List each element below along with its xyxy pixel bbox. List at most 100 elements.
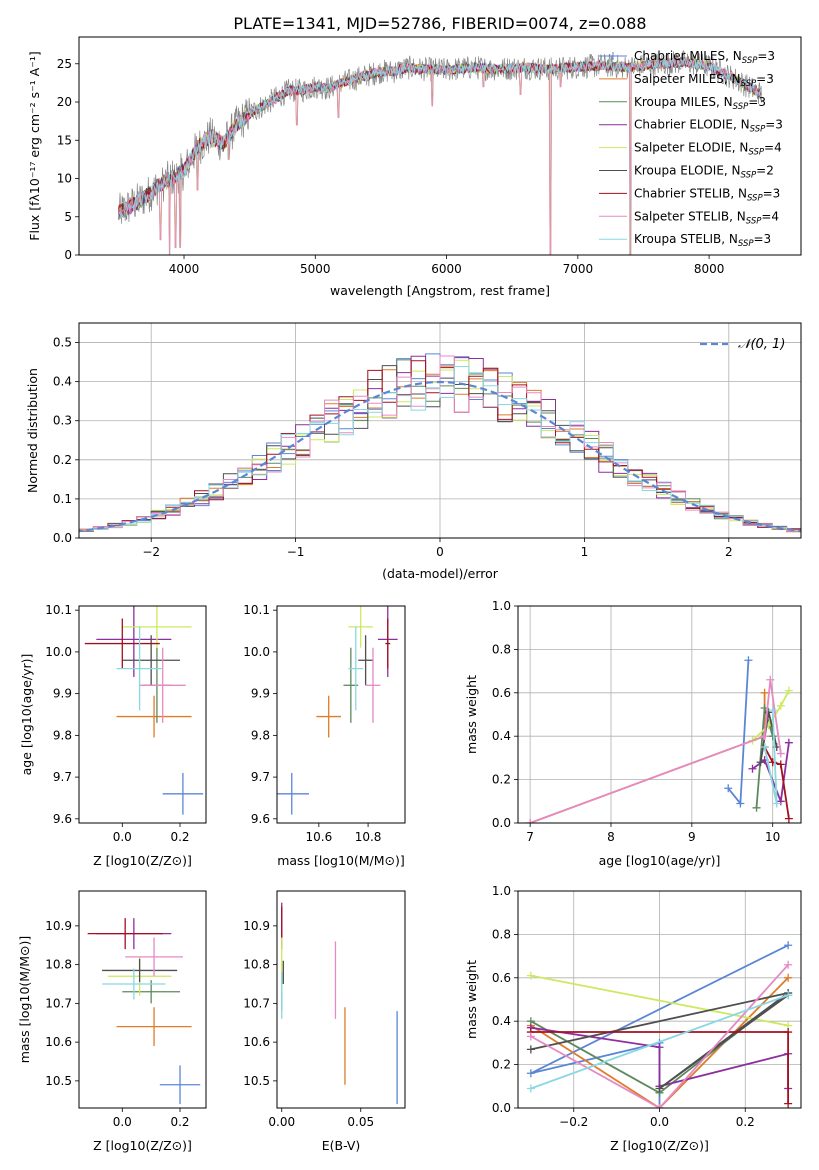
legend-text: Salpeter MILES, N [634, 72, 741, 86]
weight-marker [784, 738, 793, 747]
weight-marker [655, 1104, 664, 1108]
weight-line [751, 690, 790, 742]
x-tick-label: 1 [581, 545, 589, 559]
y-tick-label: 10.5 [243, 1074, 270, 1088]
y-tick-label: 0.6 [492, 971, 511, 985]
x-tick-label: 0.05 [347, 1115, 374, 1129]
weight-line [530, 977, 789, 1108]
x-axis-label: (data-model)/error [382, 566, 499, 581]
y-tick-label: 0.1 [53, 492, 72, 506]
legend-entry: Salpeter MILES, NSSP=3 [634, 72, 774, 89]
y-tick-label: 15 [57, 133, 72, 147]
axes-frame [78, 322, 802, 539]
x-tick-label: 10.8 [355, 830, 382, 844]
y-tick-label: 10.7 [45, 996, 72, 1010]
legend-entry: Chabrier MILES, NSSP=3 [634, 49, 775, 66]
x-axis-label: mass [log10(M/M⊙)] [277, 853, 405, 868]
x-tick-label: 7000 [563, 262, 594, 276]
weight-marker [784, 960, 793, 969]
legend-text: Kroupa MILES, N [634, 95, 733, 109]
residual-histogram-panel: −2 −1 0 1 2 0.0 0.1 0.2 0.3 0.4 0.5 (data-model)/er… [25, 322, 802, 581]
y-tick-label: 0.2 [492, 773, 511, 787]
x-tick-label: 0.0 [650, 1115, 669, 1129]
axes-frame [517, 605, 802, 824]
y-tick-label: 0.4 [492, 729, 511, 743]
weight-line [529, 679, 782, 823]
mass-weight-vs-age-panel: 7 8 9 10 0.0 0.2 0.4 0.6 0.8 1.0 age [log10(age/yr… [464, 599, 802, 868]
weight-line [530, 974, 789, 1027]
weight-marker [776, 701, 785, 710]
x-tick-label: 9 [688, 830, 696, 844]
y-tick-label: 10.5 [45, 1074, 72, 1088]
x-axis-label: age [log10(age/yr)] [599, 853, 721, 868]
x-tick-label: 0.2 [170, 1115, 189, 1129]
x-tick-label: 8 [607, 830, 615, 844]
spectrum-line [118, 57, 762, 255]
y-tick-label: 1.0 [492, 599, 511, 613]
weight-marker [526, 1069, 535, 1078]
legend-entry: Kroupa ELODIE, NSSP=2 [634, 164, 774, 181]
x-tick-label: 6000 [431, 262, 462, 276]
y-tick-label: 9.8 [53, 728, 72, 742]
mass-vs-extinction-panel: 0.00 0.05 10.5 10.6 10.7 10.8 10.9 E(B-V) [243, 890, 406, 1153]
error-bars [277, 606, 398, 815]
y-tick-label: 0.5 [53, 336, 72, 350]
legend-entry: Chabrier ELODIE, NSSP=3 [634, 118, 783, 135]
legend-tail: =3 [756, 72, 774, 86]
weight-marker [526, 1084, 535, 1093]
axes-frame [78, 605, 207, 824]
mass-vs-metallicity-panel: 0.0 0.2 10.5 10.6 10.7 10.8 10.9 Z [log10(Z/Z⊙)… [17, 890, 207, 1153]
weight-line [530, 992, 789, 1090]
legend-subscript: SSP [738, 239, 754, 249]
axes-frame [276, 605, 406, 824]
weight-marker [776, 749, 785, 758]
weight-marker [655, 1084, 664, 1093]
weight-marker [526, 819, 535, 823]
y-tick-label: 0.0 [492, 816, 511, 830]
weight-line [763, 746, 790, 819]
y-tick-label: 10.6 [243, 1035, 270, 1049]
legend-tail: =4 [764, 141, 782, 155]
y-tick-label: 10.8 [45, 958, 72, 972]
axes-frame [78, 890, 207, 1109]
y-tick-label: 0.3 [53, 414, 72, 428]
legend-text: Kroupa STELIB, N [634, 232, 738, 246]
y-tick-label: 9.7 [251, 770, 270, 784]
x-axis-label: E(B-V) [322, 1138, 361, 1153]
figure-title: PLATE=1341, MJD=52786, FIBERID=0074, z=0… [233, 14, 646, 33]
spectrum-line [118, 57, 762, 219]
weight-marker [784, 941, 793, 950]
y-tick-label: 0.2 [53, 453, 72, 467]
legend-entry: Kroupa STELIB, NSSP=3 [634, 232, 771, 249]
y-tick-label: 9.7 [53, 770, 72, 784]
x-tick-label: 2 [725, 545, 733, 559]
weight-marker [784, 991, 793, 1000]
y-tick-label: 0.6 [492, 686, 511, 700]
y-tick-label: 1.0 [492, 884, 511, 898]
weight-marker [766, 675, 775, 684]
legend-text: Kroupa ELODIE, N [634, 164, 741, 178]
weight-marker [784, 686, 793, 695]
weight-marker [748, 764, 757, 773]
y-axis-label: Flux [fλ10⁻¹⁷ erg cm⁻² s⁻¹ A⁻¹] [27, 51, 42, 240]
axes-frame [517, 890, 802, 1109]
y-tick-label: 0.0 [53, 531, 72, 545]
y-tick-label: 0.4 [53, 375, 72, 389]
weight-marker [760, 743, 769, 752]
weight-marker [768, 706, 777, 715]
legend-tail: =3 [763, 186, 781, 200]
weight-marker [736, 799, 745, 808]
x-tick-label: 8000 [694, 262, 725, 276]
weight-series [526, 656, 793, 823]
spectrum-lines [118, 49, 762, 255]
legend-tail: =3 [765, 118, 783, 132]
weight-marker [526, 971, 535, 980]
x-tick-label: 10.6 [305, 830, 332, 844]
y-axis-label: mass [log10(M/M⊙)] [17, 936, 32, 1064]
weight-marker [526, 1045, 535, 1054]
error-bars [87, 918, 201, 1105]
y-tick-label: 9.9 [251, 687, 270, 701]
y-tick-label: 10.8 [243, 958, 270, 972]
y-tick-label: 25 [57, 57, 72, 71]
